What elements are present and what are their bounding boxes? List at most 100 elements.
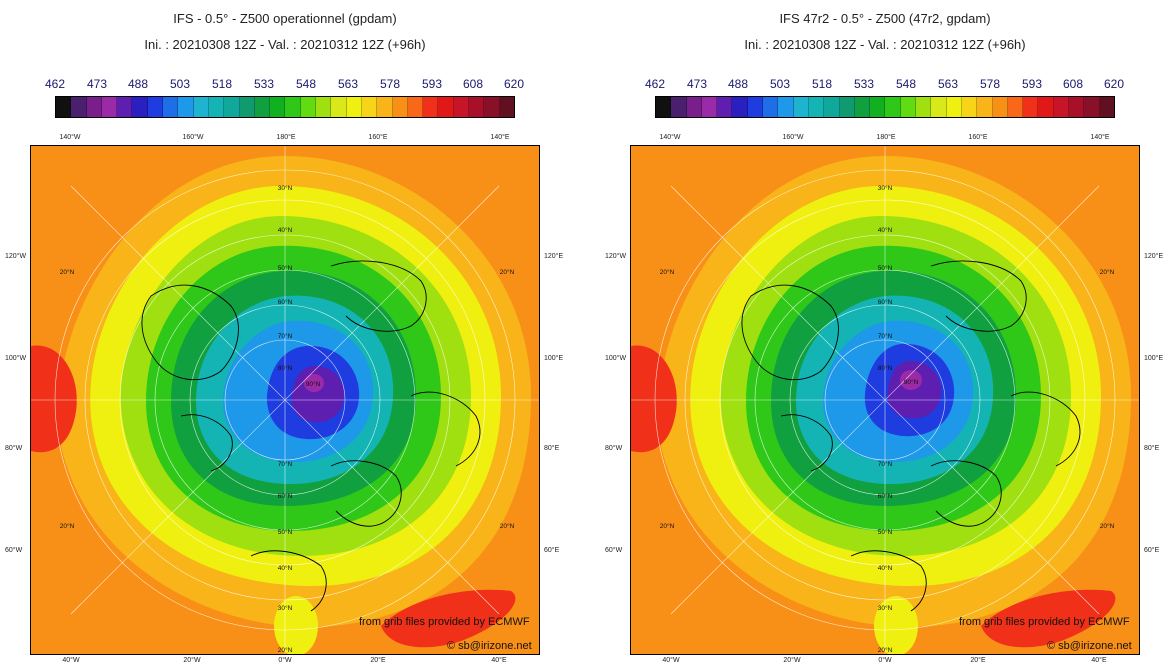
bottom-longitude-label: 20°W	[783, 657, 801, 664]
lat-label-20n: 20°N	[1100, 268, 1115, 276]
colorbar-swatch	[361, 97, 378, 117]
colorbar-swatch	[808, 97, 825, 117]
colorbar-swatch	[671, 97, 687, 117]
colorbar-swatch	[438, 97, 454, 117]
grib-credit: from grib files provided by ECMWF	[959, 616, 1130, 628]
colorbar-label: 488	[127, 77, 149, 91]
left-longitude-label: 100°W	[5, 355, 27, 362]
lat-label-60n: 60°N	[878, 492, 893, 500]
colorbar-swatch	[132, 97, 148, 117]
colorbar-swatch	[270, 97, 286, 117]
top-longitude-label: 140°W	[59, 134, 81, 141]
top-longitude-label: 160°W	[782, 134, 804, 141]
left-longitude-label: 120°W	[605, 253, 627, 260]
colorbar-label: 593	[1021, 77, 1043, 91]
colorbar-swatch	[178, 97, 194, 117]
colorbar-swatch	[977, 97, 993, 117]
colorbar-swatch	[346, 97, 362, 117]
z500-map: 30°N 40°N 50°N 60°N 70°N 80°N 90°N 20°N …	[630, 145, 1140, 655]
left-longitude-label: 80°W	[5, 445, 23, 452]
lat-label-90n: 90°N	[904, 378, 919, 386]
lat-label-50n: 50°N	[878, 528, 893, 536]
left-longitude-label: 80°W	[605, 445, 623, 452]
z500-map: 30°N 40°N 50°N 60°N 70°N 80°N 90°N 20°N …	[30, 145, 540, 655]
bottom-longitude-label: 0°W	[878, 657, 892, 664]
lat-label-30n: 30°N	[278, 184, 293, 192]
colorbar-label: 563	[337, 77, 359, 91]
lat-label-20n: 20°N	[278, 646, 293, 654]
colorbar-label: 608	[1062, 77, 1084, 91]
lat-label-20n: 20°N	[60, 522, 75, 530]
colorbar-swatch	[56, 97, 72, 117]
colorbar-swatch	[300, 97, 317, 117]
panel-subtitle: Ini. : 20210308 12Z - Val. : 20210312 12…	[144, 37, 426, 52]
colorbar-label: 548	[295, 77, 317, 91]
right-longitude-label: 100°E	[1144, 355, 1164, 362]
colorbar-label: 473	[686, 77, 708, 91]
bottom-longitude-label: 40°E	[1091, 657, 1107, 664]
colorbar-swatch	[1099, 97, 1114, 117]
colorbar-swatch	[316, 97, 332, 117]
lat-label-40n: 40°N	[278, 564, 293, 572]
right-longitude-label: 60°E	[1144, 547, 1160, 554]
top-longitude-label: 140°W	[659, 134, 681, 141]
right-longitude-label: 120°E	[544, 253, 564, 260]
right-map-panel: IFS 47r2 - 0.5° - Z500 (47r2, gpdam) Ini…	[600, 0, 1170, 668]
left-longitude-label: 100°W	[605, 355, 627, 362]
lat-label-80n: 80°N	[278, 364, 293, 372]
lat-label-20n: 20°N	[500, 522, 515, 530]
colorbar-label: 563	[937, 77, 959, 91]
colorbar-swatch	[763, 97, 779, 117]
lat-label-40n: 40°N	[278, 226, 293, 234]
lat-label-30n: 30°N	[278, 604, 293, 612]
colorbar-swatch	[732, 97, 748, 117]
colorbar-label: 578	[979, 77, 1001, 91]
colorbar-swatch	[1023, 97, 1039, 117]
colorbar-swatch	[423, 97, 439, 117]
lat-label-20n: 20°N	[660, 522, 675, 530]
colorbar-label: 533	[253, 77, 275, 91]
left-longitude-label: 120°W	[5, 253, 27, 260]
colorbar-swatch	[331, 97, 347, 117]
panel-title: IFS - 0.5° - Z500 operationnel (gpdam)	[173, 11, 397, 26]
colorbar-swatch	[916, 97, 932, 117]
colorbar-label: 518	[211, 77, 233, 91]
colorbar-swatch	[1007, 97, 1024, 117]
top-longitude-label: 180°E	[876, 134, 896, 141]
top-longitude-label: 140°E	[490, 134, 510, 141]
colorbar-swatch	[961, 97, 978, 117]
lat-label-50n: 50°N	[278, 264, 293, 272]
colorbar-swatch	[285, 97, 301, 117]
lat-label-20n: 20°N	[1100, 522, 1115, 530]
colorbar-swatch	[885, 97, 901, 117]
colorbar-swatch	[377, 97, 393, 117]
left-longitude-label: 60°W	[5, 547, 23, 554]
colorbar-label: 620	[1103, 77, 1125, 91]
colorbar-swatch	[717, 97, 733, 117]
colorbar-swatch	[484, 97, 500, 117]
colorbar-swatch	[208, 97, 225, 117]
lat-label-20n: 20°N	[500, 268, 515, 276]
lat-label-30n: 30°N	[878, 604, 893, 612]
lat-label-60n: 60°N	[278, 298, 293, 306]
colorbar-swatch	[1038, 97, 1054, 117]
colorbar-swatch	[147, 97, 164, 117]
colorbar-label: 473	[86, 77, 108, 91]
top-longitude-label: 180°E	[276, 134, 296, 141]
lat-label-20n: 20°N	[660, 268, 675, 276]
colorbar-label: 462	[44, 77, 66, 91]
bottom-longitude-label: 20°E	[370, 657, 386, 664]
colorbar-swatch	[946, 97, 962, 117]
colorbar	[55, 96, 515, 118]
panel-subtitle: Ini. : 20210308 12Z - Val. : 20210312 12…	[744, 37, 1026, 52]
bottom-longitude-label: 20°W	[183, 657, 201, 664]
colorbar-swatch	[239, 97, 255, 117]
lat-label-20n: 20°N	[878, 646, 893, 654]
lat-label-40n: 40°N	[878, 226, 893, 234]
site-credit: © sb@irizone.net	[447, 640, 532, 652]
lat-label-70n: 70°N	[878, 460, 893, 468]
colorbar-swatch	[499, 97, 514, 117]
lat-label-50n: 50°N	[278, 528, 293, 536]
colorbar-label: 533	[853, 77, 875, 91]
colorbar-labels: 462 473 488 503 518 533 548 563 578 593 608 620	[40, 77, 540, 93]
